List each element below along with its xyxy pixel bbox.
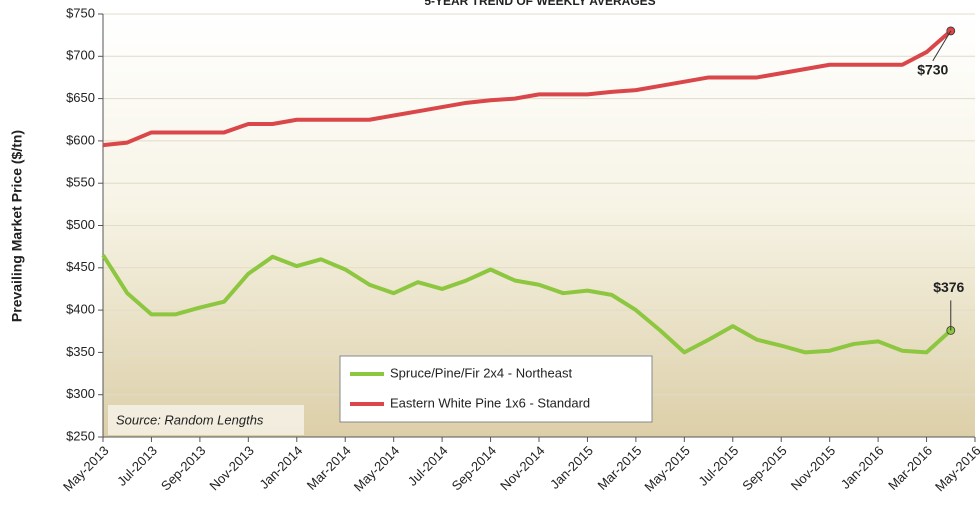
series-line [101,254,953,355]
series-line [102,29,953,148]
y-tick-label: $700 [66,48,95,63]
y-tick-label: $550 [66,175,95,190]
x-tick-label: May-2016 [932,443,980,494]
x-tick-label: Mar-2015 [594,443,644,493]
x-tick-label: Jul-2014 [405,443,451,489]
y-tick-label: $500 [66,217,95,232]
x-tick-label: May-2013 [60,443,111,494]
x-tick-label: May-2014 [351,443,402,494]
x-tick-label: May-2015 [641,443,692,494]
x-tick-label: Sep-2014 [449,443,499,493]
y-tick-label: $650 [66,90,95,105]
y-tick-label: $600 [66,132,95,147]
legend-label: Eastern White Pine 1x6 - Standard [390,395,590,410]
x-tick-label: Sep-2013 [158,443,208,493]
x-tick-label: Sep-2015 [739,443,789,493]
x-tick-label: Jul-2015 [695,443,741,489]
x-tick-label: Jul-2013 [114,443,160,489]
y-tick-label: $250 [66,428,95,443]
source: Source: Random Lengths [116,412,264,427]
x-tick-label: Jan-2014 [256,443,305,492]
y-tick-label: $350 [66,344,95,359]
annotation-leader [932,30,952,62]
end-point [946,26,956,36]
x-tick-label: Mar-2014 [304,443,354,493]
y-axis-title: Prevailing Market Price ($/tn) [9,130,25,322]
annotation: $730 [917,62,948,78]
y-tick-label: $450 [66,259,95,274]
legend-label: Spruce/Pine/Fir 2x4 - Northeast [390,365,572,380]
y-tick-label: $400 [66,302,95,317]
y-tick-label: $750 [66,5,95,20]
x-tick-label: Nov-2015 [788,443,838,493]
legend-box [339,355,653,423]
x-tick-label: Jan-2015 [547,443,596,492]
x-tick-label: Jan-2016 [838,443,887,492]
annotation: $376 [933,279,964,295]
x-tick-label: Nov-2013 [206,443,256,493]
chart-title: 5-YEAR TREND OF WEEKLY AVERAGES [424,0,655,8]
source-box [108,405,304,435]
x-tick-label: Nov-2014 [497,443,547,493]
y-tick-label: $300 [66,386,95,401]
x-tick-label: Mar-2016 [885,443,935,493]
